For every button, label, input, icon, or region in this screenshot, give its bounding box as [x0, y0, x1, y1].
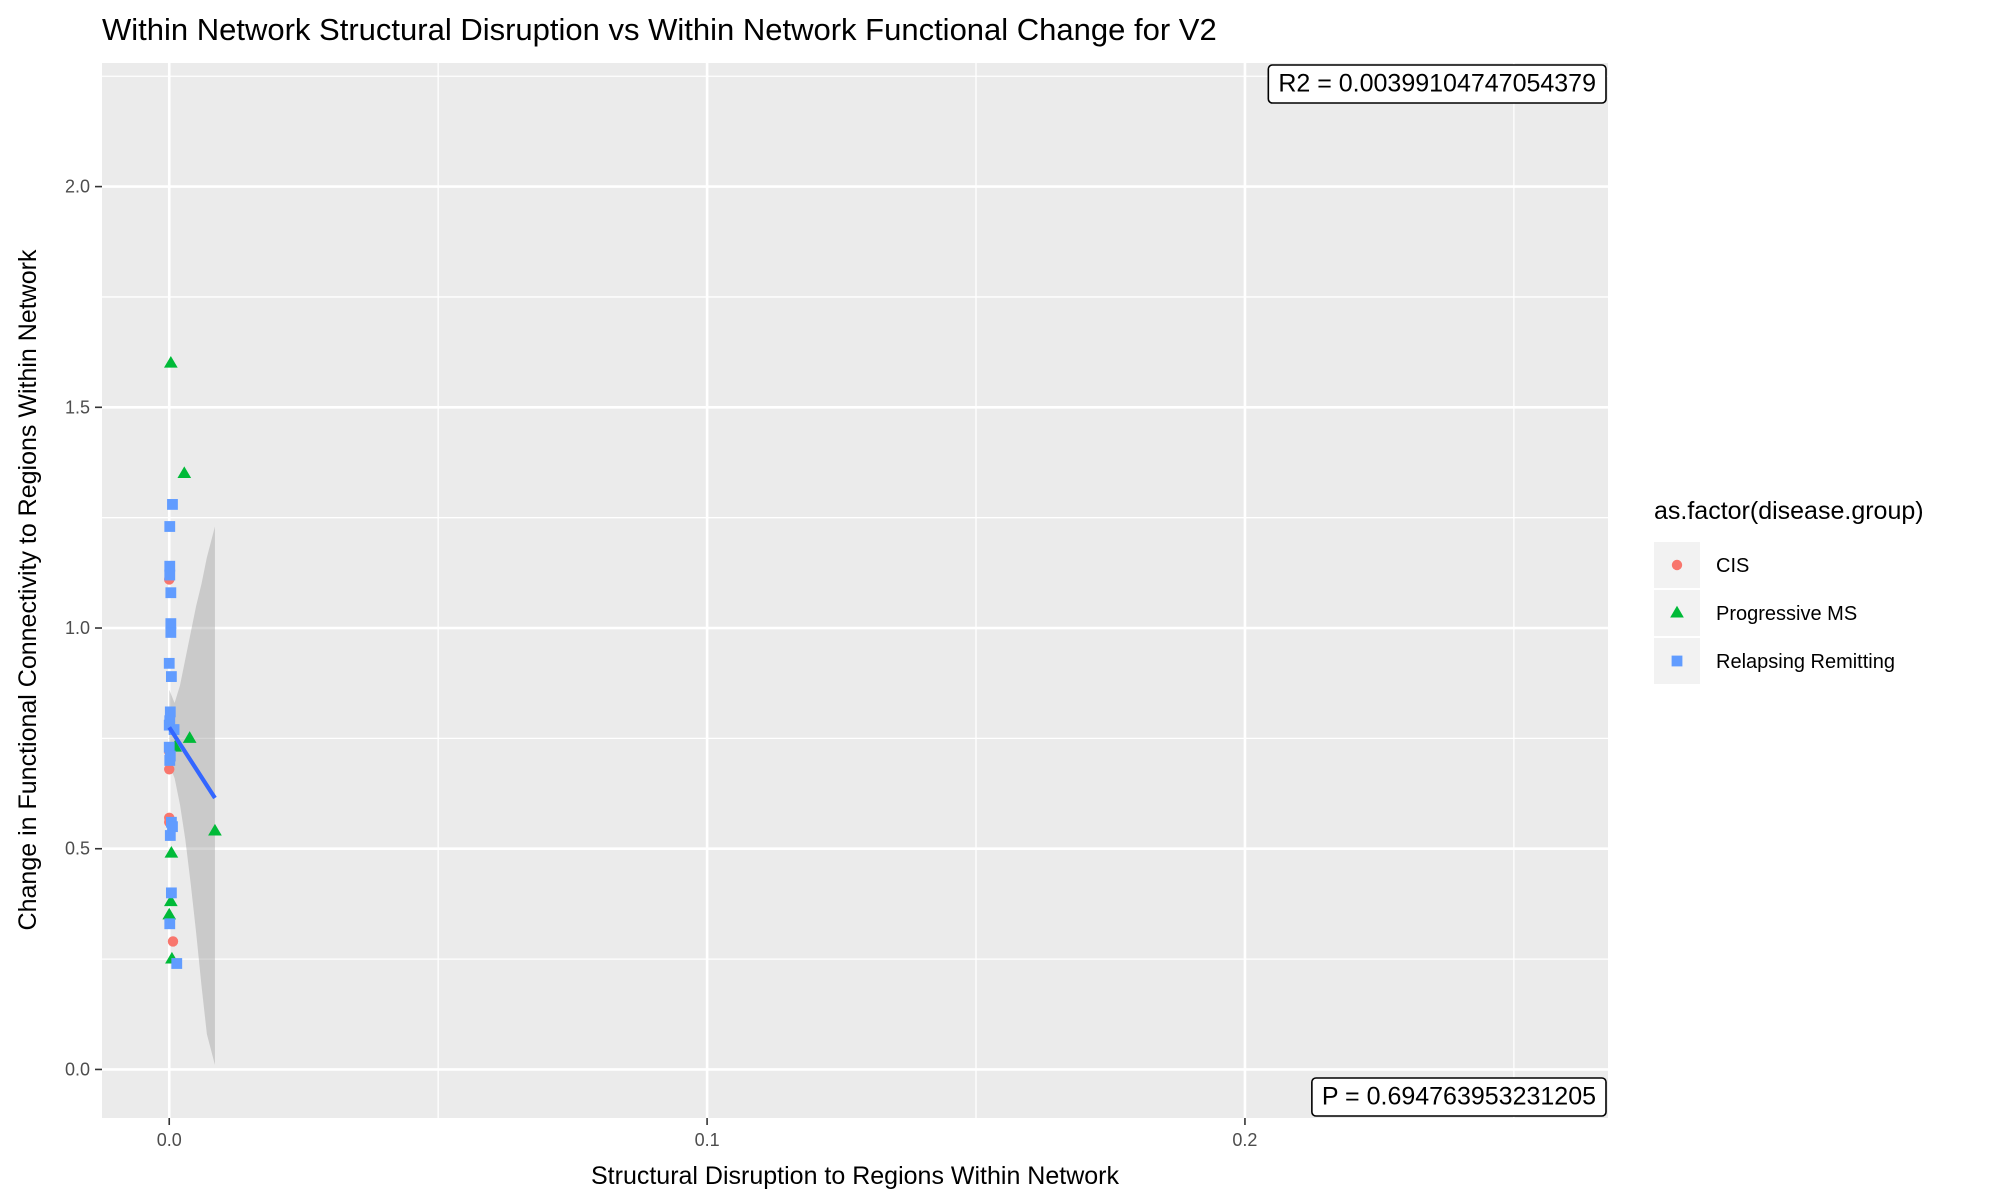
- legend-label-progressive-ms: Progressive MS: [1716, 603, 1857, 625]
- r2-annotation: R2 = 0.00399104747054379: [1267, 64, 1607, 104]
- data-point-relapsing-remitting: [167, 499, 178, 510]
- points-layer: [162, 355, 222, 969]
- legend-key-progressive-ms: [1670, 605, 1684, 618]
- legend: as.factor(disease.group) CIS Progressive M…: [1654, 497, 1924, 684]
- data-point-relapsing-remitting: [163, 657, 175, 669]
- x-tick-label: 0.1: [695, 1130, 720, 1150]
- x-axis-title: Structural Disruption to Regions Within …: [591, 1162, 1119, 1190]
- plot-panel: [102, 63, 1608, 1118]
- r2-annotation-box: [1267, 64, 1607, 104]
- data-point-cis: [167, 936, 179, 947]
- x-tick-label: 0.2: [1232, 1130, 1257, 1150]
- data-point-progressive-ms: [164, 355, 178, 368]
- data-point-relapsing-remitting: [168, 724, 180, 735]
- data-point-relapsing-remitting: [164, 521, 176, 532]
- y-tick-label: 2.0: [65, 177, 90, 197]
- data-point-relapsing-remitting: [164, 706, 176, 718]
- y-tick-label: 0.5: [65, 839, 90, 859]
- data-point-relapsing-remitting: [164, 569, 176, 581]
- data-point-progressive-ms: [182, 731, 197, 743]
- confidence-band-layer: [169, 526, 215, 1066]
- data-point-progressive-ms: [164, 845, 179, 858]
- y-tick-label: 1.5: [65, 397, 90, 417]
- data-point-relapsing-remitting: [171, 958, 183, 969]
- legend-title: as.factor(disease.group): [1654, 497, 1924, 525]
- confidence-band: [169, 526, 215, 1066]
- legend-label-cis: CIS: [1716, 555, 1749, 577]
- p-value-annotation: P = 0.694763953231205: [1311, 1077, 1607, 1117]
- data-point-progressive-ms: [164, 894, 178, 907]
- y-tick-label: 1.0: [65, 618, 90, 638]
- fit-line-layer: [167, 726, 217, 800]
- x-tick-label: 0.0: [157, 1130, 182, 1150]
- annotation-layer: R2 = 0.00399104747054379 P = 0.6947639532…: [1267, 64, 1607, 1117]
- axis-layer: 0.0 0.1 0.2 0.0 0.5 1.0 1.5 2.0: [65, 177, 1257, 1150]
- data-point-relapsing-remitting: [164, 918, 176, 930]
- grid-layer: [102, 63, 1608, 1118]
- data-point-progressive-ms: [177, 466, 192, 478]
- r2-annotation-text: R2 = 0.00399104747054379: [1278, 70, 1596, 98]
- data-point-relapsing-remitting: [165, 887, 177, 899]
- data-point-relapsing-remitting: [165, 587, 177, 599]
- data-point-relapsing-remitting: [167, 821, 178, 833]
- data-point-cis: [164, 764, 175, 775]
- y-tick-label: 0.0: [65, 1059, 90, 1079]
- legend-key-cis: [1671, 559, 1683, 571]
- p-value-annotation-text: P = 0.694763953231205: [1322, 1083, 1596, 1111]
- data-point-relapsing-remitting: [165, 618, 177, 630]
- data-point-relapsing-remitting: [163, 741, 175, 753]
- data-point-relapsing-remitting: [165, 671, 177, 682]
- data-point-progressive-ms: [208, 823, 222, 836]
- legend-key-relapsing-remitting: [1671, 655, 1683, 667]
- data-point-relapsing-remitting: [165, 627, 177, 638]
- data-point-relapsing-remitting: [164, 830, 176, 841]
- chart-title: Within Network Structural Disruption vs …: [102, 12, 1217, 47]
- data-point-progressive-ms: [162, 907, 177, 920]
- data-point-relapsing-remitting: [164, 560, 176, 572]
- legend-label-relapsing-remitting: Relapsing Remitting: [1716, 651, 1895, 673]
- regression-line: [167, 726, 217, 800]
- data-point-relapsing-remitting: [164, 755, 176, 766]
- p-value-annotation-box: [1311, 1077, 1607, 1117]
- y-axis-title: Change in Functional Connectivity to Reg…: [14, 249, 42, 930]
